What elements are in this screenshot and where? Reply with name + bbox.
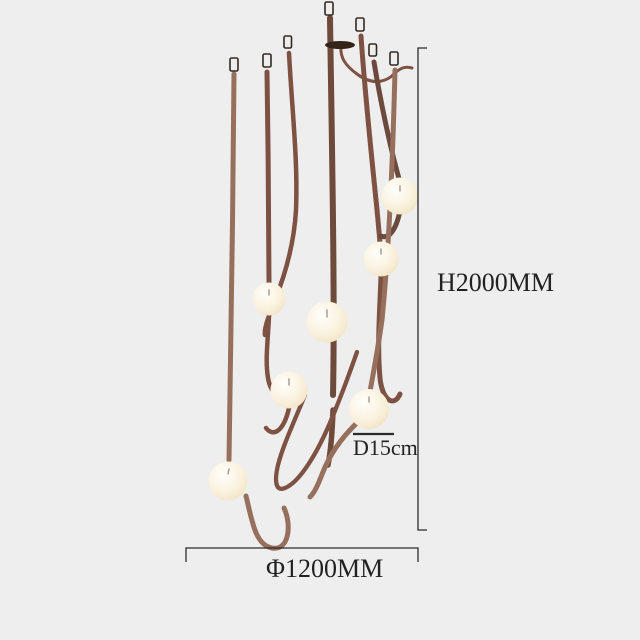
svg-text:H2000MM: H2000MM [437,268,554,297]
svg-text:Φ1200MM: Φ1200MM [266,554,383,583]
svg-text:D15cm: D15cm [353,435,418,460]
